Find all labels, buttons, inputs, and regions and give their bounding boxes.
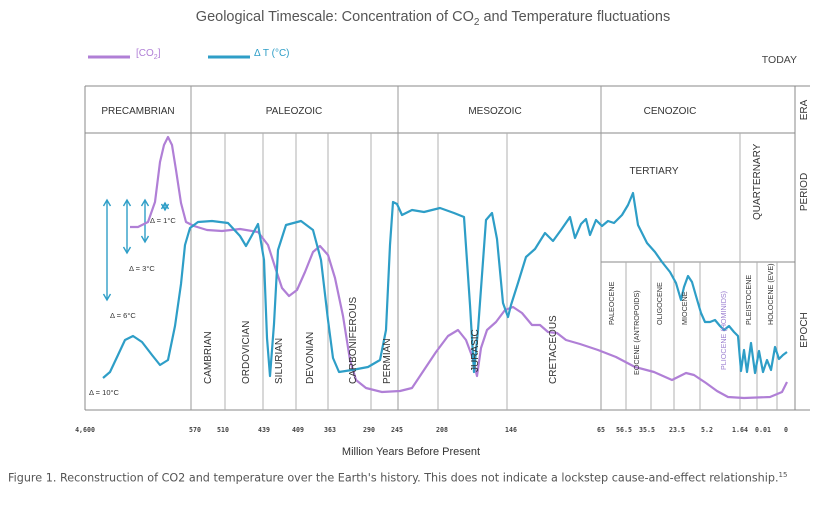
- x-tick-label: 4,600: [75, 426, 95, 434]
- x-tick-label: 56.5: [616, 426, 632, 434]
- period-label: QUARTERNARY: [752, 143, 763, 220]
- legend-label-temp: Δ T (°C): [254, 48, 290, 59]
- delta-label: Δ = 6°C: [110, 311, 136, 320]
- chart-frame: [84, 85, 810, 411]
- era-label: CENOZOIC: [644, 106, 697, 117]
- x-tick-label: 409: [292, 426, 304, 434]
- delta-label: Δ = 1°C: [150, 216, 176, 225]
- epoch-label: PLIOCENE (HOMINIDS): [719, 291, 728, 370]
- x-axis-title: Million Years Before Present: [342, 446, 480, 458]
- x-axis: 4,600 570 510 439 409 363 290 245 208 146 65 56.5 35…: [75, 426, 788, 434]
- x-tick-label: 510: [217, 426, 229, 434]
- period-label: JURASIC: [470, 329, 481, 372]
- chart-marks: [102, 135, 788, 400]
- x-tick-label: 290: [363, 426, 375, 434]
- period-label: PERMIAN: [382, 338, 393, 384]
- period-label: CRETACEOUS: [548, 315, 559, 384]
- x-tick-label: 65: [597, 426, 605, 434]
- x-tick-label: 363: [324, 426, 336, 434]
- legend: [CO2] Δ T (°C): [88, 48, 290, 61]
- period-label: CARBONIFEROUS: [348, 296, 359, 384]
- epoch-label: PLEISTOCENE: [744, 275, 753, 325]
- x-tick-label: 245: [391, 426, 403, 434]
- x-tick-label: 35.5: [639, 426, 655, 434]
- delta-arrowhead: [140, 198, 150, 207]
- era-label: PALEOZOIC: [266, 106, 323, 117]
- caption-text: Figure 1. Reconstruction of CO2 and temp…: [8, 471, 779, 485]
- series-line-co2: [130, 135, 788, 400]
- x-tick-label: 5.2: [701, 426, 713, 434]
- period-label: TERTIARY: [629, 166, 678, 177]
- chart-labels: PRECAMBRIAN PALEOZOIC MESOZOIC CENOZOIC ERA P…: [89, 99, 810, 397]
- x-tick-label: 208: [436, 426, 448, 434]
- row-label: PERIOD: [799, 173, 810, 211]
- series-line-temp: [102, 191, 788, 379]
- epoch-label: OLIGOCENE: [655, 282, 664, 325]
- x-tick-label: 23.5: [669, 426, 685, 434]
- figure-caption: Figure 1. Reconstruction of CO2 and temp…: [8, 471, 830, 485]
- delta-label: Δ = 3°C: [129, 264, 155, 273]
- x-tick-label: 0.01: [755, 426, 771, 434]
- x-tick-label: 0: [784, 426, 788, 434]
- chart-title: Geological Timescale: Concentration of C…: [196, 9, 670, 28]
- row-label: EPOCH: [799, 312, 810, 348]
- era-label: MESOZOIC: [468, 106, 521, 117]
- delta-label: Δ = 10°C: [89, 388, 119, 397]
- x-tick-label: 570: [189, 426, 201, 434]
- delta-arrowhead: [102, 198, 112, 207]
- delta-arrowhead: [102, 293, 112, 302]
- period-label: CAMBRIAN: [203, 331, 214, 384]
- era-label: PRECAMBRIAN: [101, 106, 174, 117]
- delta-arrowhead: [122, 198, 132, 207]
- x-tick-label: 439: [258, 426, 270, 434]
- geologic-timescale-chart: Geological Timescale: Concentration of C…: [75, 9, 810, 458]
- period-label: ORDOVICIAN: [241, 321, 252, 384]
- delta-arrowhead: [122, 246, 132, 255]
- period-label: DEVONIAN: [305, 332, 316, 384]
- legend-label-co2: [CO2]: [136, 48, 161, 61]
- period-label: SILURIAN: [274, 338, 285, 384]
- epoch-label: PALEOCENE: [607, 281, 616, 325]
- caption-reference: 15: [778, 471, 788, 479]
- delta-arrowhead: [140, 235, 150, 244]
- delta-arrowhead: [160, 203, 170, 212]
- row-label: ERA: [799, 99, 810, 120]
- today-label: TODAY: [762, 54, 797, 66]
- x-tick-label: 1.64: [732, 426, 748, 434]
- epoch-label: HOLOCENE (EVE): [766, 263, 775, 325]
- epoch-label: EOCENE (ANTROPOIDS): [632, 290, 641, 375]
- epoch-label: MIOCENE: [680, 291, 689, 325]
- x-tick-label: 146: [505, 426, 517, 434]
